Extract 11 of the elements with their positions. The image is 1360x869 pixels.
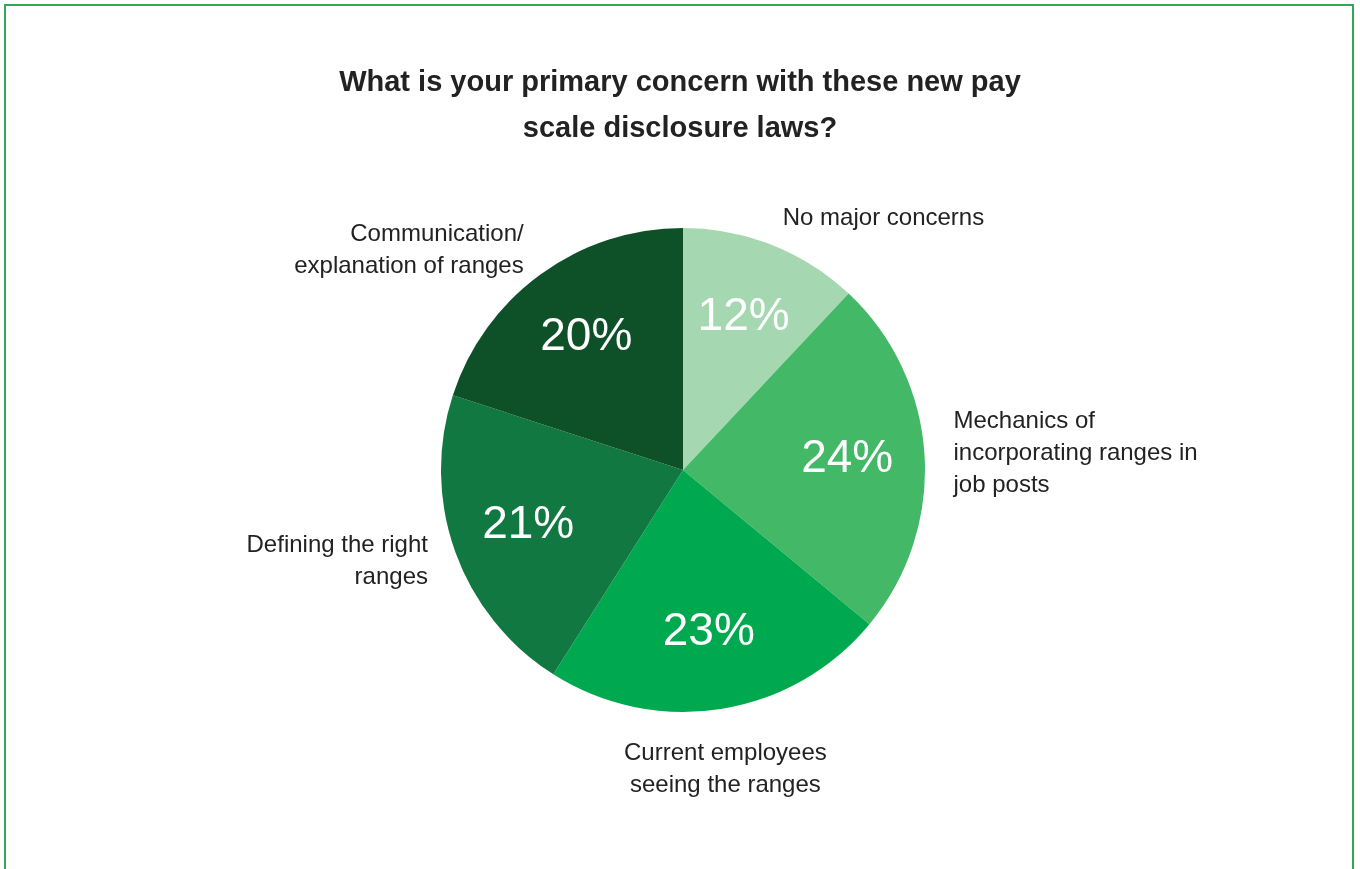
data-label: 20% (540, 307, 633, 360)
slice-label: Current employees seeing the ranges (624, 738, 827, 798)
data-label: 23% (662, 603, 755, 656)
chart-title: What is your primary concern with these new pay scale disclosure laws? (338, 64, 1022, 145)
data-label: 24% (801, 430, 894, 483)
data-label: 21% (482, 496, 575, 549)
data-label: 12% (697, 287, 790, 340)
slice-label: No major concerns (782, 202, 985, 230)
slice-label: Communication/explanation of ranges (294, 219, 525, 279)
slice-label: Defining the right ranges (246, 530, 429, 590)
slice-label: Mechanics of incorporating ranges in job posts (952, 405, 1198, 497)
